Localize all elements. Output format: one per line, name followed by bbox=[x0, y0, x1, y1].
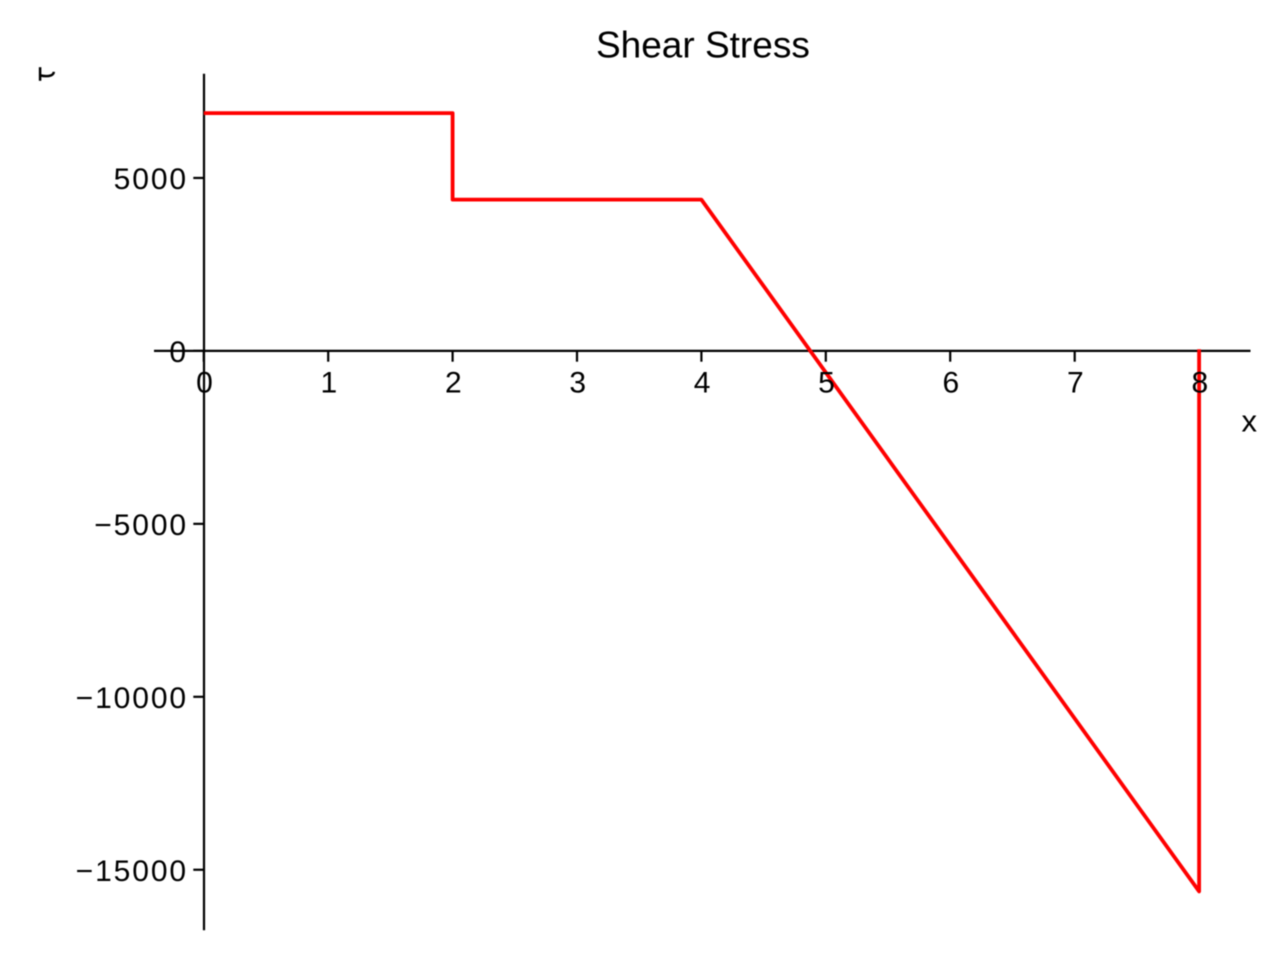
svg-text:4: 4 bbox=[694, 367, 711, 400]
svg-text:Shear Stress: Shear Stress bbox=[596, 25, 810, 66]
svg-text:0: 0 bbox=[196, 367, 213, 400]
svg-text:−5000: −5000 bbox=[94, 509, 188, 542]
svg-text:x: x bbox=[1242, 404, 1258, 439]
svg-text:1: 1 bbox=[321, 367, 338, 400]
svg-text:−15000: −15000 bbox=[76, 855, 188, 888]
svg-text:6: 6 bbox=[943, 367, 960, 400]
svg-text:2: 2 bbox=[445, 367, 462, 400]
svg-text:5: 5 bbox=[818, 367, 835, 400]
svg-text:−10000: −10000 bbox=[76, 682, 188, 715]
svg-text:5000: 5000 bbox=[114, 163, 188, 196]
svg-text:3: 3 bbox=[569, 367, 586, 400]
svg-text:7: 7 bbox=[1067, 367, 1084, 400]
svg-text:0: 0 bbox=[169, 336, 188, 369]
svg-text:8: 8 bbox=[1191, 367, 1208, 400]
